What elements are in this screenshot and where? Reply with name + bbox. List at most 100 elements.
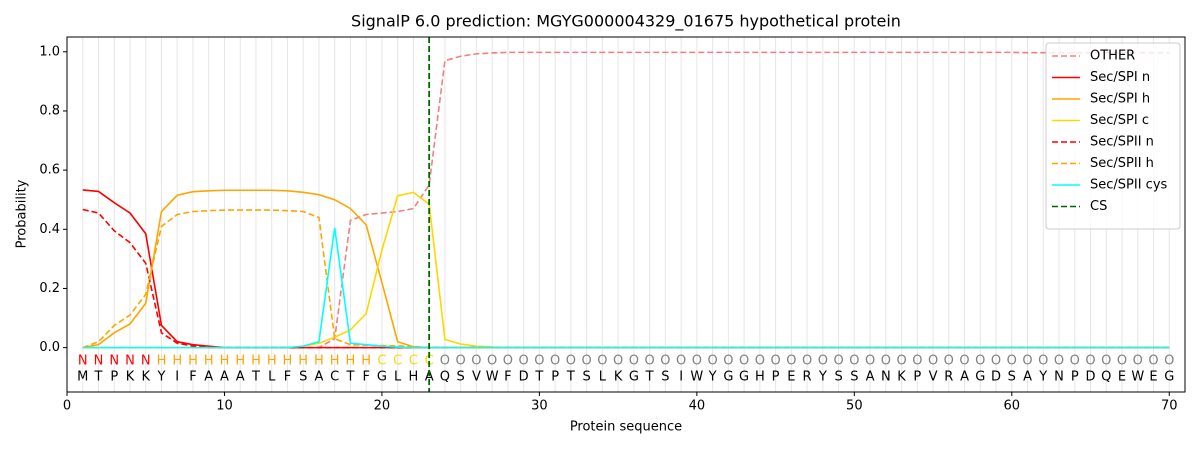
residue-label: P [1071, 370, 1079, 385]
region-label: O [660, 354, 670, 369]
legend-label: Sec/SPII n [1090, 135, 1154, 150]
residue-label: Y [818, 370, 827, 385]
region-label: O [1007, 354, 1017, 369]
legend: OTHER Sec/SPI n Sec/SPI h Sec/SPI c Sec/SPII… [1045, 42, 1181, 230]
y-tick-label: 0.6 [39, 163, 60, 178]
residue-label: P [913, 370, 921, 385]
region-label: O [1054, 354, 1064, 369]
y-axis-label: Probability [15, 179, 30, 248]
region-label: H [235, 354, 245, 369]
residue-label: W [486, 370, 499, 385]
residue-label: K [126, 370, 135, 385]
residue-label: G [975, 370, 985, 385]
y-tick-label: 0.4 [39, 222, 60, 237]
region-label: H [157, 354, 167, 369]
residue-label: P [110, 370, 118, 385]
residue-label: A [425, 370, 434, 385]
region-label: H [172, 354, 182, 369]
residue-label: K [897, 370, 906, 385]
residue-label: S [661, 370, 669, 385]
region-label: O [1117, 354, 1127, 369]
region-label: O [1022, 354, 1032, 369]
residue-label: Y [157, 370, 166, 385]
residue-label: F [284, 370, 291, 385]
residue-label: R [803, 370, 812, 385]
region-label: H [267, 354, 277, 369]
region-label: N [141, 354, 151, 369]
residue-label: Y [1038, 370, 1047, 385]
region-label: O [849, 354, 859, 369]
residue-label: D [991, 370, 1001, 385]
region-label: O [707, 354, 717, 369]
region-label: N [125, 354, 135, 369]
residue-label: G [377, 370, 387, 385]
residue-label: A [220, 370, 229, 385]
legend-label: Sec/SPII cys [1090, 178, 1168, 193]
y-tick-label: 0.0 [39, 340, 60, 355]
residue-label: S [834, 370, 842, 385]
region-label: O [1085, 354, 1095, 369]
region-label: O [1101, 354, 1111, 369]
region-label: O [550, 354, 560, 369]
legend-label: Sec/SPI c [1090, 113, 1149, 128]
region-label: O [833, 354, 843, 369]
residue-label: V [929, 370, 938, 385]
region-label: O [896, 354, 906, 369]
region-label: H [314, 354, 324, 369]
region-label: O [928, 354, 938, 369]
series-line [82, 191, 1170, 349]
region-label: H [298, 354, 308, 369]
series-line [82, 209, 1170, 349]
residue-label: L [394, 370, 402, 385]
region-label: O [692, 354, 702, 369]
legend-label: Sec/SPI h [1090, 92, 1150, 107]
residue-label: R [944, 370, 953, 385]
residue-label: Q [440, 370, 450, 385]
region-label: O [802, 354, 812, 369]
series-line [82, 189, 1170, 349]
region-label: O [912, 354, 922, 369]
region-label: C [393, 354, 402, 369]
x-tick-label: 0 [63, 399, 71, 414]
region-label: O [676, 354, 686, 369]
residue-label: E [1118, 370, 1126, 385]
residue-label: C [330, 370, 339, 385]
region-label: O [865, 354, 875, 369]
x-tick-label: 10 [216, 399, 233, 414]
region-label: O [786, 354, 796, 369]
x-tick-label: 70 [1161, 399, 1178, 414]
region-label: O [629, 354, 639, 369]
residue-label: P [551, 370, 559, 385]
residue-label: A [236, 370, 245, 385]
region-label: O [1070, 354, 1080, 369]
region-label: O [881, 354, 891, 369]
residue-label: S [457, 370, 465, 385]
residue-label: A [960, 370, 969, 385]
region-label: O [1133, 354, 1143, 369]
region-label: O [582, 354, 592, 369]
residue-label: D [519, 370, 529, 385]
residue-label: I [679, 370, 683, 385]
series-line [82, 227, 1170, 349]
residue-label: F [362, 370, 369, 385]
region-label: O [645, 354, 655, 369]
residue-label: M [77, 370, 88, 385]
region-label: O [597, 354, 607, 369]
legend-label: CS [1090, 199, 1107, 214]
residue-label: G [1164, 370, 1174, 385]
residue-label: G [629, 370, 639, 385]
x-tick-label: 20 [374, 399, 391, 414]
region-label: O [440, 354, 450, 369]
region-label: N [109, 354, 119, 369]
residue-label: V [472, 370, 481, 385]
region-label: O [503, 354, 513, 369]
residue-label: A [1023, 370, 1032, 385]
residue-label: P [772, 370, 780, 385]
residue-label: A [204, 370, 213, 385]
region-label: H [361, 354, 371, 369]
series-line [82, 51, 1170, 349]
region-label: C [409, 354, 418, 369]
region-label: O [991, 354, 1001, 369]
residue-label: T [345, 370, 354, 385]
residue-label: T [94, 370, 103, 385]
